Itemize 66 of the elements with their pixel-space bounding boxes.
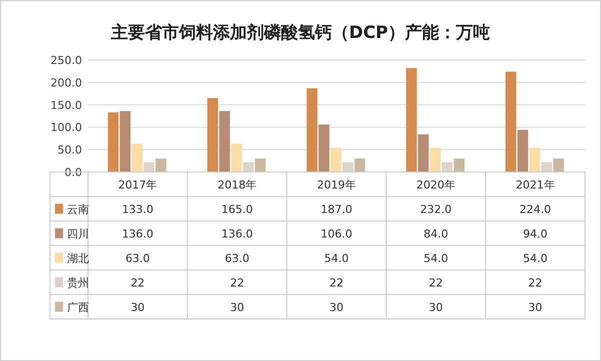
bar xyxy=(330,148,342,172)
bar xyxy=(342,162,354,172)
bar xyxy=(529,148,540,172)
x-tick-label: 2018年 xyxy=(218,178,257,192)
data-label: 22 xyxy=(230,276,244,290)
x-tick-label: 2017年 xyxy=(118,178,158,192)
bar xyxy=(442,162,453,172)
bar xyxy=(553,158,564,172)
x-tick-label: 2020年 xyxy=(416,178,456,192)
y-tick-label: 100.0 xyxy=(50,121,82,134)
bar xyxy=(454,158,465,172)
y-tick-label: 200.0 xyxy=(50,76,82,90)
data-label: 84.0 xyxy=(424,227,448,240)
legend-label: 湖北 xyxy=(67,252,89,265)
data-label: 94.0 xyxy=(523,227,548,240)
y-tick-label: 50.0 xyxy=(58,144,82,157)
data-label: 136.0 xyxy=(122,227,154,240)
x-tick-label: 2019年 xyxy=(317,178,356,192)
bar xyxy=(254,158,266,172)
data-label: 187.0 xyxy=(320,202,352,216)
y-tick-label: 150.0 xyxy=(50,98,82,112)
legend-label: 广西 xyxy=(67,300,89,314)
bar xyxy=(505,72,516,172)
data-label: 224.0 xyxy=(520,202,552,216)
bar xyxy=(120,111,131,172)
legend-label: 云南 xyxy=(67,202,89,216)
bar xyxy=(243,162,254,172)
chart-title: 主要省市饲料添加剂磷酸氢钙（DCP）产能：万吨 xyxy=(110,23,490,43)
bar xyxy=(207,98,218,172)
data-label: 30 xyxy=(330,300,344,314)
bar xyxy=(219,111,230,172)
data-label: 63.0 xyxy=(125,252,150,265)
bar xyxy=(156,158,166,172)
bar xyxy=(318,124,330,172)
bar xyxy=(517,130,528,172)
data-label: 54.0 xyxy=(324,252,349,265)
bar xyxy=(144,162,154,172)
bar xyxy=(108,112,119,172)
data-label: 30 xyxy=(428,300,443,314)
data-label: 133.0 xyxy=(122,202,154,216)
data-label: 30 xyxy=(230,300,244,314)
data-label: 22 xyxy=(130,276,145,290)
bar xyxy=(132,144,142,172)
data-label: 22 xyxy=(428,276,443,290)
bar xyxy=(306,88,318,172)
data-label: 54.0 xyxy=(424,252,448,265)
data-label: 22 xyxy=(330,276,344,290)
data-label: 30 xyxy=(130,300,145,314)
data-label: 63.0 xyxy=(224,252,250,265)
bar xyxy=(354,158,366,172)
bar xyxy=(418,134,429,172)
data-label: 232.0 xyxy=(420,202,452,216)
bar xyxy=(406,68,417,172)
data-label: 30 xyxy=(528,300,542,314)
x-tick-label: 2021年 xyxy=(516,178,555,192)
y-tick-label: 250.0 xyxy=(50,54,82,67)
data-label: 165.0 xyxy=(221,202,253,216)
data-label: 22 xyxy=(528,276,542,290)
bar xyxy=(430,148,441,172)
bar xyxy=(231,144,242,172)
legend-label: 贵州 xyxy=(67,276,89,290)
bar xyxy=(541,162,552,172)
data-label: 54.0 xyxy=(523,252,548,265)
data-label: 106.0 xyxy=(320,227,352,240)
legend-label: 四川 xyxy=(67,227,89,240)
data-label: 136.0 xyxy=(221,227,253,240)
